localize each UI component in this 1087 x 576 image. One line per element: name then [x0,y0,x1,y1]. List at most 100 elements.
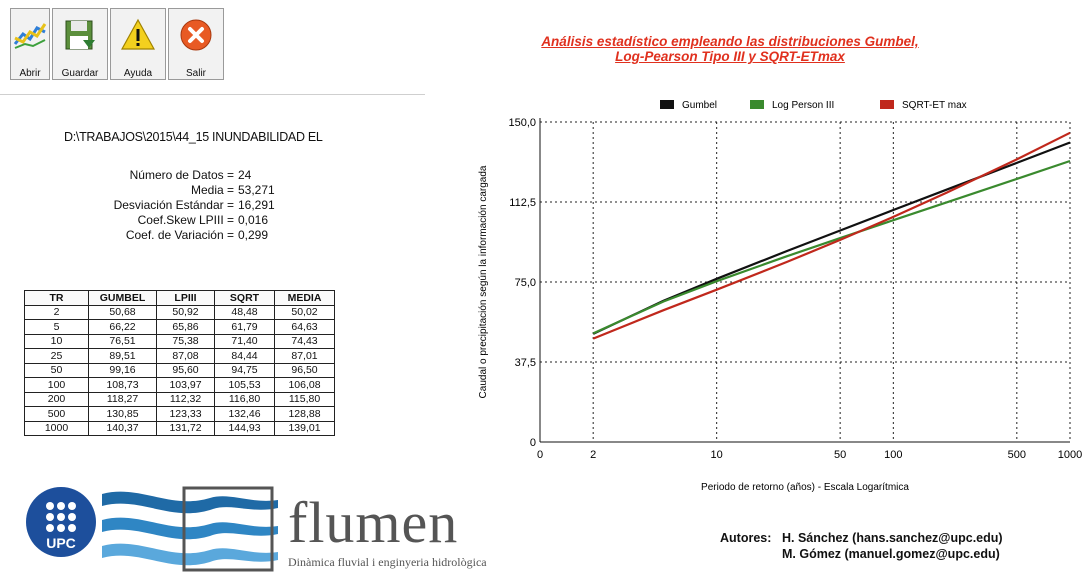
table-cell: 112,32 [156,391,215,407]
series-line-1 [592,141,1071,335]
x-axis-label: Periodo de retorno (años) - Escala Logar… [701,482,909,493]
stat-row: Desviación Estándar = 16,291 [70,198,308,213]
table-cell: 105,53 [214,377,275,393]
chart-title: Análisis estadístico empleando las distr… [500,34,960,64]
save-label: Guardar [61,68,99,79]
frequency-chart: 0 37,5 75,0 112,5 150,0 0 2 10 50 100 500 1000 Gumbe… [478,100,1082,493]
table-cell: 61,79 [214,319,275,335]
stat-value: 0,016 [238,213,269,227]
table-cell: 64,63 [274,319,335,335]
table-row: 10 76,51 75,38 71,40 74,43 [24,333,335,349]
x-tick-label: 0 [537,449,543,461]
stat-label: Coef. de Variación = [125,228,234,242]
table-row: 5 66,22 65,86 61,79 64,63 [24,319,335,335]
table-cell: 65,86 [156,319,215,335]
legend-label: Log Person III [772,100,834,111]
legend-swatch [660,100,674,109]
table-cell: 50,68 [88,304,157,320]
header-tr: TR [24,290,89,306]
table-cell: 50 [24,362,89,378]
open-label: Abrir [19,68,41,79]
x-tick-label: 50 [834,449,846,461]
table-cell: 75,38 [156,333,215,349]
exit-button[interactable]: Salir [168,8,224,80]
y-tick-label: 37,5 [515,357,536,369]
stat-label: Coef.Skew LPIII = [137,213,234,227]
table-cell: 48,48 [214,304,275,320]
legend-label: Gumbel [682,100,717,111]
table-cell: 74,43 [274,333,335,349]
file-path: D:\TRABAJOS\2015\44_15 INUNDABILIDAD EL [64,130,323,144]
table-cell: 84,44 [214,348,275,364]
table-cell: 200 [24,391,89,407]
x-tick-label: 2 [590,449,596,461]
table-cell: 96,50 [274,362,335,378]
stat-label: Desviación Estándar = [113,198,234,212]
table-cell: 10 [24,333,89,349]
x-tick-label: 500 [1008,449,1026,461]
warning-icon [120,15,156,54]
stat-value: 0,299 [238,228,269,242]
author-2: M. Gómez (manuel.gomez@upc.edu) [782,547,1000,561]
table-row: 25 89,51 87,08 84,44 87,01 [24,348,335,364]
x-tick-label: 1000 [1058,449,1082,461]
x-tick-label: 10 [711,449,723,461]
stat-row: Media = 53,271 [70,183,308,198]
open-button[interactable]: Abrir [10,8,50,80]
table-row: 1000 140,37 131,72 144,93 139,01 [24,420,335,436]
flumen-wordmark: flumen [288,490,459,555]
header-sqrt: SQRT [214,290,275,306]
save-button[interactable]: Guardar [52,8,108,80]
table-cell: 128,88 [274,406,335,422]
y-tick-label: 112,5 [509,197,536,209]
toolbar-divider [0,94,425,95]
series-line-2 [592,159,1071,335]
results-table: TR GUMBEL LPIII SQRT MEDIA 2 50,68 50,92 48… [24,290,335,436]
table-cell: 1000 [24,420,89,436]
table-cell: 87,08 [156,348,215,364]
stat-row: Coef. de Variación = 0,299 [70,228,308,243]
table-cell: 87,01 [274,348,335,364]
close-icon [178,15,214,54]
table-cell: 118,27 [88,391,157,407]
table-cell: 132,46 [214,406,275,422]
x-tick-label: 100 [884,449,902,461]
table-cell: 108,73 [88,377,157,393]
author-1: H. Sánchez (hans.sanchez@upc.edu) [782,531,1003,545]
chart-title-line2: Log-Pearson Tipo III y SQRT-ETmax [615,49,845,64]
stat-value: 53,271 [238,183,275,197]
table-cell: 76,51 [88,333,157,349]
table-cell: 2 [24,304,89,320]
flumen-subtitle: Dinàmica fluvial i enginyeria hidrològic… [288,555,487,569]
authors-label: Autores: [720,531,772,545]
table-cell: 131,72 [156,420,215,436]
table-cell: 140,37 [88,420,157,436]
y-tick-label: 75,0 [515,277,536,289]
table-cell: 100 [24,377,89,393]
table-cell: 123,33 [156,406,215,422]
table-cell: 50,02 [274,304,335,320]
legend-label: SQRT-ET max [902,100,967,111]
table-cell: 115,80 [274,391,335,407]
upc-logo-text: UPC [46,535,76,551]
save-disk-icon [62,15,98,54]
chart-title-line1: Análisis estadístico empleando las distr… [541,34,919,49]
stat-value: 16,291 [238,198,275,212]
y-axis-label: Caudal o precipitación según la informac… [478,165,489,398]
table-cell: 130,85 [88,406,157,422]
legend-swatch [750,100,764,109]
authors-block: Autores: H. Sánchez (hans.sanchez@upc.ed… [720,530,1003,562]
stat-row: Número de Datos = 24 [70,168,308,183]
table-row: 200 118,27 112,32 116,80 115,80 [24,391,335,407]
table-row: 50 99,16 95,60 94,75 96,50 [24,362,335,378]
y-tick-label: 150,0 [508,117,536,129]
stat-value: 24 [238,168,252,182]
stats-block: Número de Datos = 24 Media = 53,271 Desv… [70,168,308,243]
header-media: MEDIA [274,290,335,306]
table-cell: 66,22 [88,319,157,335]
help-button[interactable]: Ayuda [110,8,166,80]
table-cell: 25 [24,348,89,364]
upc-logo: UPC [26,487,96,557]
stat-label: Número de Datos = [129,168,234,182]
stat-label: Media = [190,183,234,197]
